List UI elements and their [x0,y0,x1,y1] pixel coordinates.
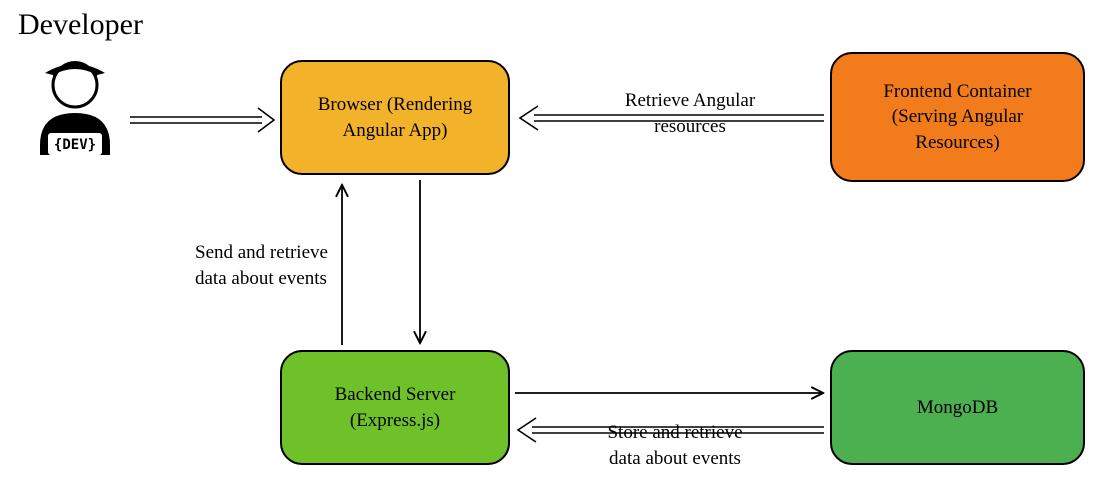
node-frontend-label: Frontend Container(Serving AngularResour… [883,79,1031,156]
edge-label-send-retrieve: Send and retrievedata about events [195,240,375,291]
developer-icon: {DEV} [30,55,120,200]
edge-dev-to-browser [130,108,274,132]
node-backend-label: Backend Server(Express.js) [335,382,456,433]
node-frontend: Frontend Container(Serving AngularResour… [830,52,1085,182]
node-browser-label: Browser (RenderingAngular App) [318,92,473,143]
edge-label-retrieve-angular: Retrieve Angularresources [580,88,800,139]
node-backend: Backend Server(Express.js) [280,350,510,465]
edge-label-store-retrieve: Store and retrievedata about events [565,420,785,471]
dev-badge-text: {DEV} [54,137,96,153]
node-browser: Browser (RenderingAngular App) [280,60,510,175]
node-mongo-label: MongoDB [917,395,998,421]
diagram-canvas: Developer {DEV} Browser (RenderingAngula… [0,0,1110,504]
diagram-title: Developer [18,8,143,42]
node-mongo: MongoDB [830,350,1085,465]
